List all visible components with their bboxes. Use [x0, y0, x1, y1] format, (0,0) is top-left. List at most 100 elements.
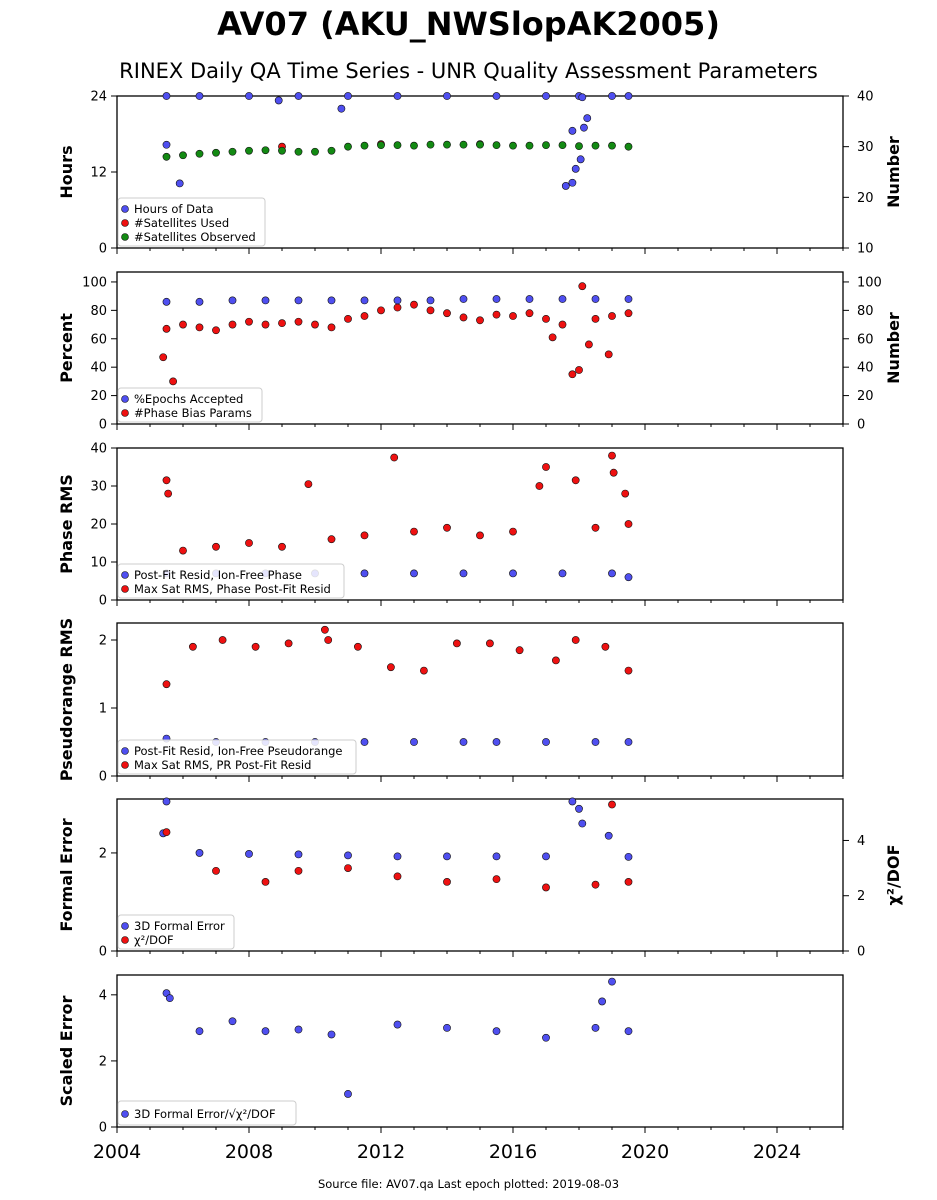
data-point	[360, 738, 369, 746]
data-point	[443, 878, 451, 886]
data-point	[162, 140, 171, 149]
data-point	[624, 852, 633, 861]
legend: %Epochs Accepted#Phase Bias Params	[117, 387, 263, 423]
data-point	[558, 295, 567, 303]
data-point	[294, 1025, 303, 1034]
data-point	[591, 738, 600, 746]
chart-title: AV07 (AKU_NWSlopAK2005)	[217, 5, 720, 43]
y-tick-label: 20	[90, 389, 107, 404]
y2-tick-label: 20	[857, 389, 874, 404]
data-point	[377, 141, 385, 150]
data-point	[360, 312, 369, 320]
data-point	[294, 92, 303, 100]
data-point	[542, 1033, 550, 1042]
y2-axis-label: Number	[884, 312, 903, 384]
y-tick-label: 30	[90, 480, 107, 495]
data-point	[591, 880, 600, 889]
data-point	[552, 656, 560, 665]
y2-tick-label: 40	[857, 90, 874, 105]
data-point	[162, 828, 171, 837]
y2-axis-label: χ²/DOF	[884, 845, 903, 906]
legend-box	[117, 739, 357, 775]
legend-label: %Epochs Accepted	[134, 392, 243, 406]
y2-tick-label: 60	[857, 332, 874, 347]
y2-axis-label: Number	[884, 136, 903, 208]
data-point	[212, 542, 220, 551]
data-point	[604, 350, 613, 359]
data-point	[360, 141, 369, 150]
data-point	[558, 141, 567, 150]
data-point	[492, 1027, 501, 1036]
series-2	[162, 625, 633, 689]
y-tick-label: 0	[99, 1121, 107, 1136]
data-point	[162, 152, 171, 161]
data-point	[575, 142, 583, 151]
data-point	[459, 140, 468, 149]
data-point	[624, 1027, 633, 1036]
data-point	[492, 310, 501, 319]
data-point	[568, 797, 577, 806]
data-point	[558, 569, 567, 578]
data-point	[568, 178, 577, 187]
data-point	[476, 531, 484, 540]
data-point	[278, 542, 286, 551]
y-tick-label: 4	[99, 988, 107, 1003]
data-point	[311, 147, 319, 156]
data-point	[212, 148, 220, 157]
data-point	[195, 323, 204, 332]
data-point	[485, 639, 494, 648]
data-point	[624, 666, 633, 675]
y2-tick-label: 80	[857, 304, 874, 319]
data-point	[624, 295, 633, 303]
data-point	[492, 738, 501, 746]
data-point	[195, 92, 204, 100]
data-point	[583, 114, 592, 123]
data-point	[509, 141, 517, 150]
data-point	[179, 546, 187, 555]
data-point	[542, 883, 550, 892]
data-point	[162, 297, 171, 306]
data-point	[410, 527, 418, 536]
data-point	[624, 573, 633, 582]
y-tick-label: 0	[99, 594, 107, 609]
data-point	[294, 850, 303, 859]
data-point	[426, 140, 435, 149]
legend: Post-Fit Resid, Ion-Free PseudorangeMax …	[117, 739, 357, 775]
data-point	[608, 92, 616, 100]
data-point	[324, 636, 333, 644]
data-point	[608, 312, 616, 320]
data-point	[459, 569, 468, 578]
data-point	[393, 872, 402, 881]
legend-marker	[121, 233, 129, 241]
y-tick-label: 1	[99, 702, 107, 717]
data-point	[624, 92, 633, 100]
panel-6: 0 2 4 Scaled Error 3D Formal Error/√χ²/DOF	[57, 974, 844, 1136]
legend-marker	[121, 205, 129, 213]
data-point	[245, 317, 253, 326]
data-point	[245, 92, 253, 100]
data-point	[571, 164, 580, 173]
data-point	[580, 123, 588, 132]
legend-marker	[121, 585, 129, 593]
y2-tick-label: 0	[857, 945, 865, 960]
data-point	[245, 146, 253, 155]
legend-marker	[121, 761, 129, 769]
data-point	[443, 523, 451, 532]
y-axis-label: Formal Error	[57, 818, 76, 931]
data-point	[575, 804, 583, 813]
legend-label: Max Sat RMS, PR Post-Fit Resid	[134, 758, 311, 772]
data-point	[608, 451, 616, 460]
data-point	[410, 569, 418, 578]
data-point	[443, 852, 451, 861]
legend-marker	[121, 395, 129, 403]
data-point	[571, 636, 580, 644]
legend-box	[117, 914, 235, 950]
data-point	[542, 463, 550, 471]
legend-label: 3D Formal Error/√χ²/DOF	[134, 1107, 276, 1121]
data-point	[515, 646, 524, 655]
data-point	[548, 333, 557, 342]
